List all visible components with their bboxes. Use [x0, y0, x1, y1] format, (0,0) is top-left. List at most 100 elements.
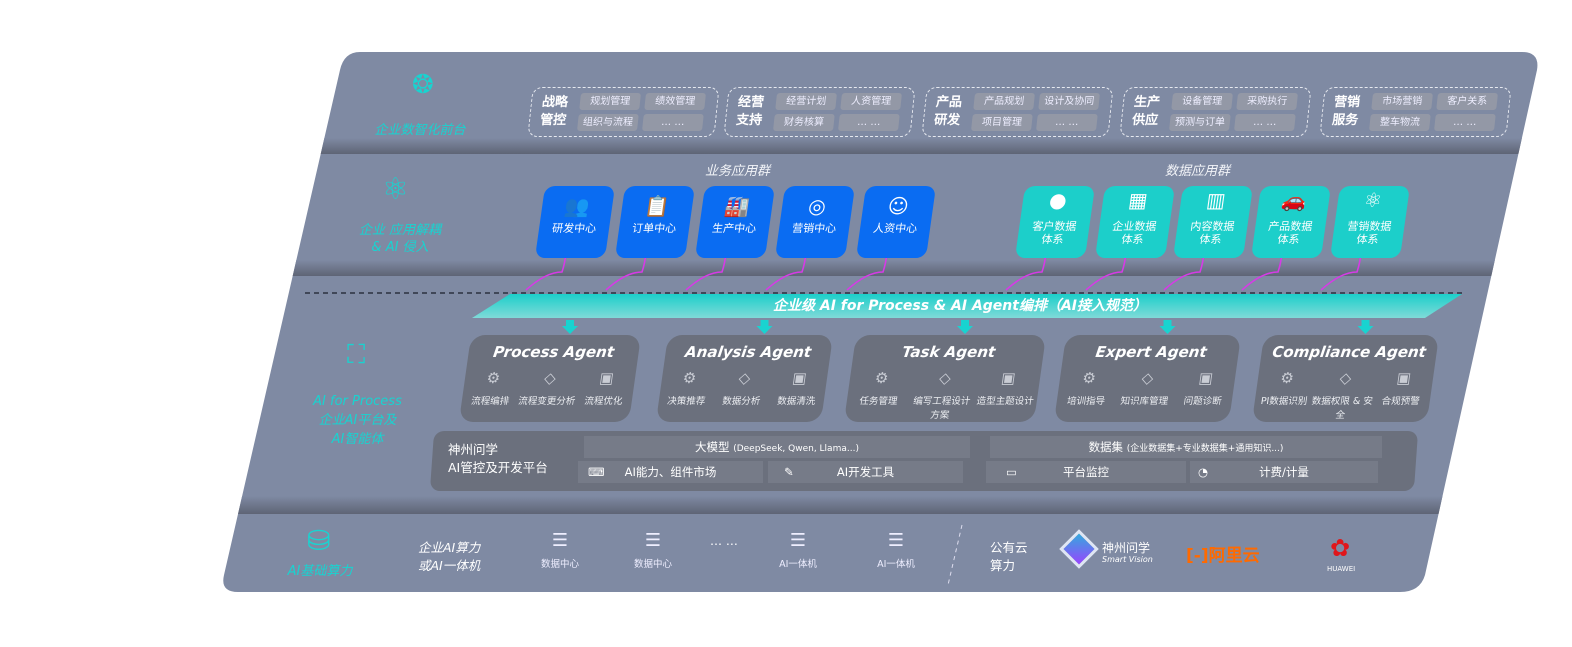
business-app[interactable]: 👥 研发中心	[534, 186, 616, 258]
platform-name: 神州问学 AI管控及开发平台	[448, 441, 548, 477]
front-module[interactable]: 整车物流	[1369, 114, 1431, 131]
agent-card[interactable]: Expert Agent ⚙ 培训指导 ◇ 知识库管理 ▣ 问题诊断	[1053, 335, 1242, 422]
front-module[interactable]: 市场营销	[1371, 93, 1433, 110]
app-label: 营销中心	[791, 222, 837, 235]
market-icon: ⌨	[588, 465, 605, 479]
data-app[interactable]: ▥ 内容数据 体系	[1172, 186, 1254, 258]
data-apps-title: 数据应用群	[1165, 164, 1231, 179]
agent-card[interactable]: Process Agent ⚙ 流程编排 ◇ 流程变更分析 ▣ 流程优化	[458, 335, 642, 422]
business-app[interactable]: ☺ 人资中心	[855, 186, 937, 258]
app-label: 人资中心	[872, 222, 918, 235]
group-title: 经营支持	[735, 95, 765, 128]
front-module[interactable]: … …	[642, 114, 704, 131]
agent-card[interactable]: Compliance Agent ⚙ PI数据识别 ◇ 数据权限 & 安全 ▣ 合规预警	[1251, 335, 1440, 422]
cell-label: AI开发工具	[836, 465, 895, 479]
capability-label: 数据清洗	[776, 396, 817, 407]
database-icon: ⛁	[307, 524, 331, 557]
target-icon: ◎	[806, 194, 828, 218]
data-app[interactable]: ▦ 企业数据 体系	[1094, 186, 1176, 258]
business-apps-title: 业务应用群	[705, 164, 771, 179]
capability-icon: ▣	[1395, 369, 1413, 387]
private-compute-label: 企业AI算力 或AI一体机	[418, 539, 480, 575]
component-market-cell[interactable]: ⌨ AI能力、组件市场	[578, 461, 763, 483]
capability-icon: ⚙	[485, 369, 502, 387]
factory-icon: 🏭	[723, 194, 752, 218]
layer-label-ai: AI for Process 企业AI平台及 AI智能体	[300, 392, 415, 449]
capability-label: 造型主题设计	[975, 396, 1035, 407]
platform-name-line: AI管控及开发平台	[448, 460, 548, 475]
capability-label: 问题诊断	[1182, 396, 1223, 407]
label-line: 企业AI平台及	[318, 413, 397, 428]
front-module[interactable]: 人资管理	[840, 93, 902, 110]
front-module[interactable]: 客户关系	[1436, 93, 1498, 110]
front-module[interactable]: … …	[838, 114, 900, 131]
group-title: 营销服务	[1331, 95, 1361, 128]
cell-label: 平台监控	[1063, 465, 1109, 479]
monitoring-cell[interactable]: ▭ 平台监控	[986, 461, 1186, 483]
group-title: 战略管控	[539, 95, 569, 128]
down-arrow-icon	[756, 320, 773, 334]
group-title: 生产供应	[1131, 95, 1161, 128]
building-icon: ▦	[1126, 188, 1150, 212]
gauge-icon: ◔	[1198, 465, 1209, 479]
front-module[interactable]: … …	[1434, 114, 1496, 131]
front-group: 营销服务 市场营销 客户关系 整车物流… …	[1319, 87, 1512, 137]
aliyun-logo: [-]阿里云	[1186, 541, 1260, 566]
down-arrow-icon	[1159, 320, 1176, 334]
capability-label: 合规预警	[1380, 396, 1421, 407]
front-module[interactable]: 采购执行	[1236, 93, 1298, 110]
front-module[interactable]: … …	[1036, 114, 1098, 131]
front-group: 产品研发 产品规划 设计及协同 项目管理… …	[921, 87, 1114, 137]
front-group: 经营支持 经营计划 人资管理 财务核算… …	[723, 87, 916, 137]
data-app[interactable]: 🚗 产品数据 体系	[1250, 186, 1332, 258]
front-module[interactable]: 预测与订单	[1169, 114, 1231, 131]
app-label: 订单中心	[631, 222, 677, 235]
business-app[interactable]: 📋 订单中心	[614, 186, 696, 258]
front-module[interactable]: 项目管理	[971, 114, 1033, 131]
layer-label-infra: AI基础算力	[287, 564, 353, 579]
capability-label: 知识库管理	[1119, 396, 1169, 407]
front-module[interactable]: 绩效管理	[644, 93, 706, 110]
front-module[interactable]: 经营计划	[775, 93, 837, 110]
dataset-cell[interactable]: 数据集 (企业数据集+专业数据集+通用知识...)	[990, 436, 1382, 458]
model-label: 大模型	[695, 440, 730, 454]
layer-divider	[223, 496, 1538, 514]
app-label: 研发中心	[551, 222, 597, 235]
agent-capability: ◇ 知识库管理	[1112, 369, 1179, 407]
user-icon: ●	[1047, 188, 1069, 212]
front-module[interactable]: … …	[1234, 114, 1296, 131]
agent-card[interactable]: Task Agent ⚙ 任务管理 ◇ 编写工程设计方案 ▣ 造型主题设计	[843, 335, 1047, 422]
app-label: 产品数据	[1267, 220, 1314, 233]
layer-label-app: 企业 应用解耦 & AI 侵入	[340, 222, 460, 256]
front-module[interactable]: 设计及协同	[1038, 93, 1100, 110]
front-module[interactable]: 规划管理	[579, 93, 641, 110]
billing-cell[interactable]: ◔ 计费/计量	[1190, 461, 1378, 483]
infra-divider	[947, 524, 963, 586]
dataset-note: (企业数据集+专业数据集+通用知识...)	[1126, 444, 1284, 454]
clipboard-icon: 📋	[643, 194, 672, 218]
app-label: 企业数据	[1111, 220, 1158, 233]
app-label: 客户数据	[1031, 220, 1078, 233]
front-module[interactable]: 产品规划	[973, 93, 1035, 110]
brain-icon: ❂	[412, 70, 434, 100]
app-label: 体系	[1120, 233, 1145, 246]
agent-card[interactable]: Analysis Agent ⚙ 决策推荐 ◇ 数据分析 ▣ 数据清洗	[655, 335, 834, 422]
data-app[interactable]: ● 客户数据 体系	[1014, 186, 1096, 258]
app-label: 体系	[1276, 233, 1301, 246]
layer-divider	[223, 260, 1538, 276]
model-note: (DeepSeek, Qwen, Llama...)	[733, 444, 859, 454]
platform-name-line: 神州问学	[448, 442, 499, 457]
dev-tools-cell[interactable]: ✎ AI开发工具	[768, 461, 963, 483]
front-module[interactable]: 组织与流程	[577, 114, 639, 131]
huawei-flower-icon: ✿	[1330, 534, 1351, 562]
business-app[interactable]: ◎ 营销中心	[774, 186, 856, 258]
front-module[interactable]: 财务核算	[773, 114, 835, 131]
business-app[interactable]: 🏭 生产中心	[694, 186, 776, 258]
data-app[interactable]: ⚛ 营销数据 体系	[1329, 186, 1411, 258]
capability-icon: ▣	[598, 369, 616, 387]
agent-capability: ◇ 编写工程设计方案	[908, 369, 977, 421]
agent-capability: ▣ 流程优化	[572, 369, 639, 407]
front-module[interactable]: 设备管理	[1171, 93, 1233, 110]
model-cell[interactable]: 大模型 (DeepSeek, Qwen, Llama...)	[584, 436, 970, 458]
atom-icon: ⚛	[1362, 188, 1384, 212]
